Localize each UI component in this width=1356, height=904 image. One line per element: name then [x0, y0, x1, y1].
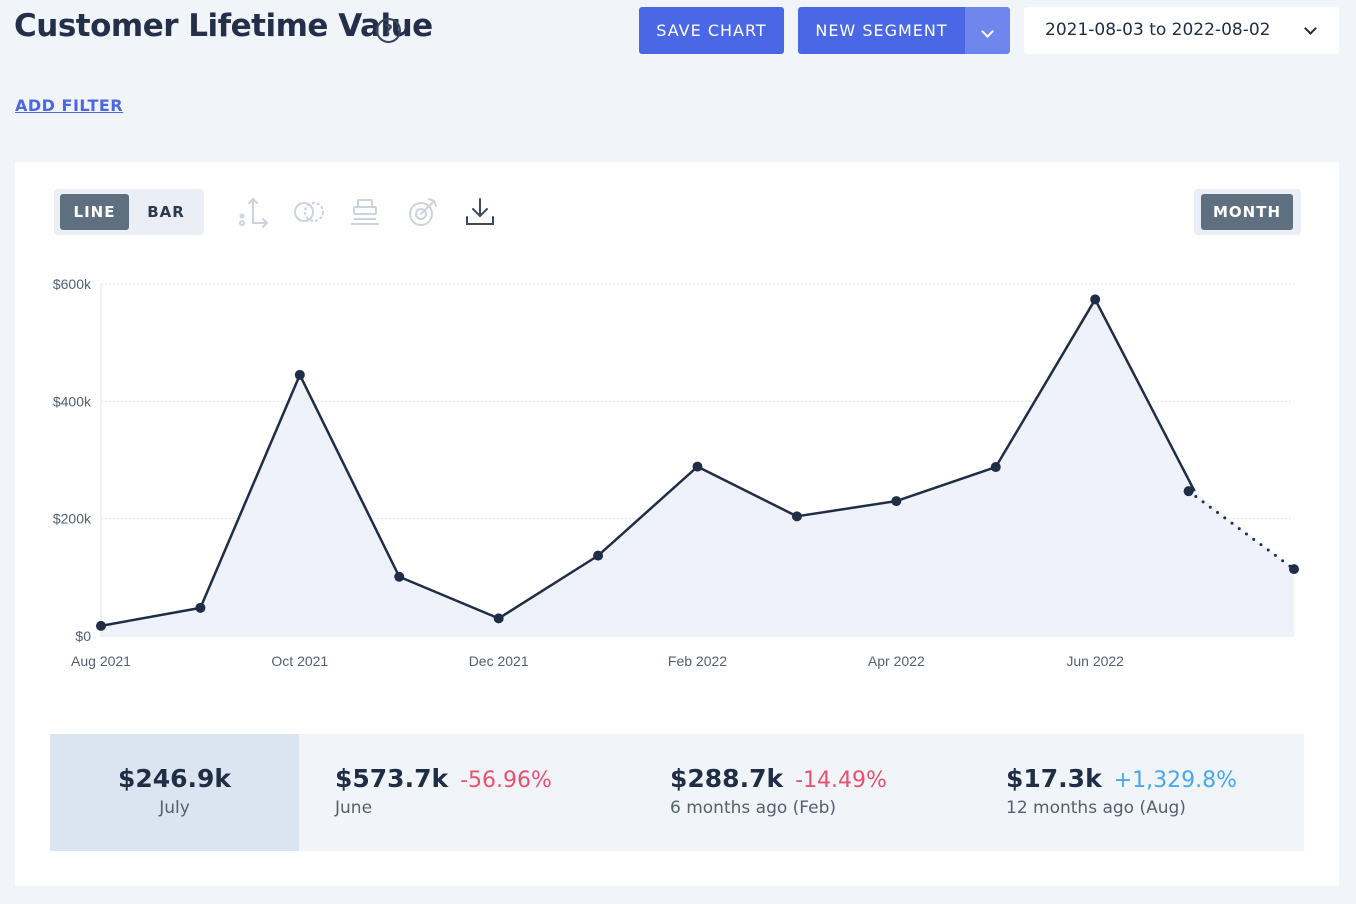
stat-value: $573.7k: [335, 764, 449, 793]
line-toggle-button[interactable]: LINE: [60, 194, 129, 230]
data-point: [1090, 294, 1101, 305]
page-title: Customer Lifetime Value: [14, 8, 433, 44]
data-point: [593, 550, 604, 561]
stat-current-value: $246.9k: [117, 764, 232, 793]
chevron-down-icon: [981, 25, 994, 38]
granularity-toggle: MONTH: [1194, 189, 1301, 235]
axis-icon[interactable]: [236, 195, 270, 229]
date-range-value: 2021-08-03 to 2022-08-02: [1045, 20, 1271, 40]
stat-label: 6 months ago (Feb): [670, 798, 837, 818]
y-tick-label: $200k: [53, 511, 92, 527]
date-range-select[interactable]: 2021-08-03 to 2022-08-02: [1024, 7, 1339, 54]
y-tick-label: $400k: [53, 393, 92, 409]
x-tick-label: Feb 2022: [668, 653, 727, 669]
data-point: [891, 496, 902, 507]
help-icon[interactable]: ?: [376, 18, 401, 43]
stat-item: $573.7k -56.96% June: [335, 764, 552, 818]
stat-label: June: [335, 798, 373, 818]
line-chart: $0 $200k $400k $600k Aug 2021 Oct 2021 Dec 202…: [53, 276, 1299, 669]
data-point: [96, 620, 106, 631]
new-segment-dropdown-button[interactable]: [965, 7, 1010, 54]
stat-item: $288.7k -14.49% 6 months ago (Feb): [670, 764, 887, 818]
stat-change: +1,329.8%: [1113, 768, 1238, 793]
data-point: [493, 613, 504, 624]
stat-label: 12 months ago (Aug): [1006, 798, 1186, 818]
data-point: [692, 461, 703, 472]
stack-icon[interactable]: [348, 195, 382, 229]
stats-panel: $246.9k July $573.7k -56.96% June $288.7k…: [50, 734, 1304, 851]
stat-value: $288.7k: [670, 764, 784, 793]
month-button[interactable]: MONTH: [1201, 194, 1293, 230]
x-tick-label: Oct 2021: [271, 653, 328, 669]
x-tick-label: Apr 2022: [868, 653, 925, 669]
y-tick-label: $600k: [53, 276, 92, 292]
stat-change: -14.49%: [795, 768, 887, 793]
stat-value: $17.3k: [1006, 764, 1102, 793]
compare-icon[interactable]: [292, 195, 326, 229]
new-segment-button[interactable]: NEW SEGMENT: [798, 7, 965, 54]
data-point: [1289, 564, 1299, 575]
stat-item: $17.3k +1,329.8% 12 months ago (Aug): [1006, 764, 1237, 818]
series-line: [100, 298, 1196, 628]
save-chart-button[interactable]: SAVE CHART: [639, 7, 784, 54]
data-point: [394, 571, 405, 582]
data-point: [294, 369, 305, 380]
data-point: [1183, 486, 1194, 497]
series-line-projection: [1187, 489, 1296, 571]
stat-change: -56.96%: [460, 768, 552, 793]
data-point: [791, 511, 802, 522]
download-icon[interactable]: [463, 195, 497, 229]
x-tick-label: Dec 2021: [469, 653, 529, 669]
goal-icon[interactable]: [406, 195, 440, 229]
data-point: [990, 462, 1001, 473]
bar-toggle-button[interactable]: BAR: [147, 203, 185, 221]
x-tick-label: Aug 2021: [71, 653, 131, 669]
stat-current-label: July: [159, 798, 190, 818]
add-filter-link[interactable]: ADD FILTER: [15, 96, 124, 115]
stat-current: $246.9k July: [50, 734, 299, 851]
x-tick-label: Jun 2022: [1066, 653, 1124, 669]
chart-type-toggle: LINE BAR: [54, 189, 204, 235]
y-tick-label: $0: [75, 628, 91, 644]
data-point: [195, 602, 206, 613]
chevron-down-icon: [1304, 22, 1317, 35]
